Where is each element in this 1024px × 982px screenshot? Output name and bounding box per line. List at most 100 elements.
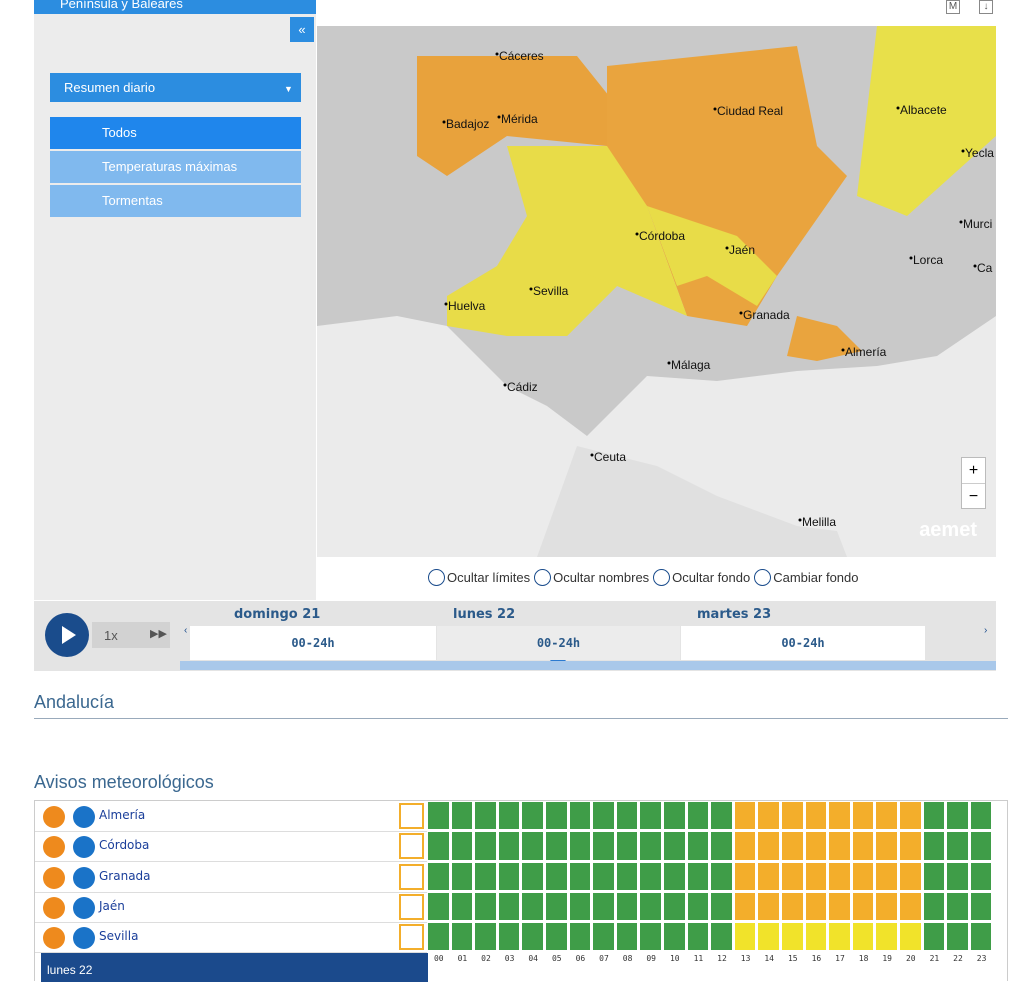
rss-icon[interactable] xyxy=(43,927,65,950)
map-option[interactable]: Ocultar nombres xyxy=(534,568,649,586)
warning-cell xyxy=(781,861,804,891)
map-option[interactable]: Ocultar fondo xyxy=(653,568,750,586)
warning-cell xyxy=(615,831,639,861)
checkbox xyxy=(754,568,772,586)
warning-cell xyxy=(521,922,544,952)
rss-icon[interactable] xyxy=(73,806,95,828)
warning-cell xyxy=(474,801,497,831)
yellow-zone xyxy=(857,26,996,216)
hour-label: 22 xyxy=(953,954,963,963)
hour-label: 06 xyxy=(575,954,586,963)
next[interactable]: › xyxy=(984,625,988,636)
collapse-button[interactable]: « xyxy=(290,17,314,42)
hour-label: 04 xyxy=(528,954,538,963)
warning-cell xyxy=(686,922,710,952)
play-button[interactable] xyxy=(45,613,89,657)
warning-cell xyxy=(686,801,710,831)
warning-cell xyxy=(686,861,710,891)
city-label: Málaga xyxy=(671,358,711,372)
warning-cell xyxy=(828,922,851,952)
fast-forward[interactable]: ▶▶ xyxy=(150,628,167,640)
warning-cell xyxy=(969,861,993,891)
rss-icon[interactable] xyxy=(43,836,65,859)
hour-label: 01 xyxy=(457,954,468,963)
warning-cell xyxy=(521,831,544,861)
map-option[interactable]: Ocultar límites xyxy=(428,568,530,586)
logo: aemet xyxy=(919,519,977,541)
sidebar: Península y Baleares « Resumen diario ▼ … xyxy=(34,0,316,600)
map-option[interactable]: Cambiar fondo xyxy=(754,568,859,586)
warning-cell xyxy=(474,891,497,922)
view-select[interactable]: Resumen diario xyxy=(50,73,301,102)
warning-cell xyxy=(969,922,993,952)
row-line xyxy=(35,861,427,863)
slider[interactable] xyxy=(180,661,996,670)
warning-cell xyxy=(663,861,686,891)
city-label: Cáceres xyxy=(499,49,544,63)
warning-cell xyxy=(804,891,828,922)
city-dot xyxy=(667,361,671,365)
warning-cell xyxy=(639,922,662,952)
province[interactable]: Córdoba xyxy=(99,838,150,853)
rss-icon[interactable] xyxy=(43,866,65,889)
day-range[interactable]: 00-24h xyxy=(681,626,925,660)
city-label: Lorca xyxy=(913,253,943,267)
day-range[interactable]: 00-24h xyxy=(437,626,680,660)
map-button[interactable]: ↓ xyxy=(979,0,993,14)
zoom-out[interactable]: − xyxy=(968,488,979,505)
hour-label: 05 xyxy=(551,954,562,963)
hour-label: 16 xyxy=(811,954,822,963)
warning-cell xyxy=(427,891,450,922)
warning-icon xyxy=(399,893,424,920)
warning-cell xyxy=(497,922,521,952)
hour-label: 07 xyxy=(599,954,609,963)
hour-label: 08 xyxy=(622,954,633,963)
rss-icon[interactable] xyxy=(43,806,65,828)
city-label: Jaén xyxy=(729,243,755,257)
rss-icon[interactable] xyxy=(73,866,95,889)
city-label: Badajoz xyxy=(446,117,489,131)
warning-cell xyxy=(686,891,710,922)
prev[interactable]: ‹ xyxy=(184,625,188,636)
region-select[interactable]: Península y Baleares xyxy=(34,0,316,14)
province[interactable]: Jaén xyxy=(99,898,125,913)
warning-cell xyxy=(615,801,639,831)
hour-label: 10 xyxy=(669,954,680,963)
hour-label: 00 xyxy=(433,954,444,963)
warning-cell xyxy=(969,801,993,831)
province[interactable]: Sevilla xyxy=(99,929,139,944)
warnings-table: Almería Córdoba Granada Jaén Sevilla 00 01 02 03… xyxy=(34,800,1008,982)
warning-cell xyxy=(474,922,497,952)
hour-label: 09 xyxy=(646,954,656,963)
rss-icon[interactable] xyxy=(73,927,95,950)
warning-cell xyxy=(568,922,592,952)
map-button[interactable]: M xyxy=(946,0,960,14)
zoom-in[interactable]: + xyxy=(962,458,985,484)
rss-icon[interactable] xyxy=(73,896,95,919)
warning-cell xyxy=(568,831,592,861)
layer-item[interactable]: Temperaturas máximas xyxy=(50,151,301,183)
province[interactable]: Granada xyxy=(99,868,151,883)
province[interactable]: Almería xyxy=(99,808,146,822)
timeline: 1x ▶▶ ‹ › domingo 21 00-24h lunes 22 00-24h… xyxy=(34,601,996,671)
day-range[interactable]: 00-24h xyxy=(190,626,436,660)
warning-cell xyxy=(804,831,828,861)
speed[interactable]: 1x xyxy=(92,622,170,648)
warning-cell xyxy=(851,831,875,861)
rss-icon[interactable] xyxy=(73,836,95,859)
rss-icon[interactable] xyxy=(43,896,65,919)
map: aemet Cáceres Mérida Badajoz Ciudad Real Alb… xyxy=(317,26,996,557)
warning-cell xyxy=(804,922,828,952)
warning-cell xyxy=(497,801,521,831)
layer-item[interactable]: Tormentas xyxy=(50,185,301,217)
city-dot xyxy=(713,107,717,111)
city-dot xyxy=(635,232,639,236)
city-label: Huelva xyxy=(448,299,486,313)
city-dot xyxy=(503,383,507,387)
warning-cell xyxy=(427,831,450,861)
hour-label: 17 xyxy=(835,954,845,963)
warning-cell xyxy=(922,831,946,861)
hour-label: 19 xyxy=(882,954,892,963)
layer-item[interactable]: Todos xyxy=(50,117,301,149)
warning-cell xyxy=(615,922,639,952)
